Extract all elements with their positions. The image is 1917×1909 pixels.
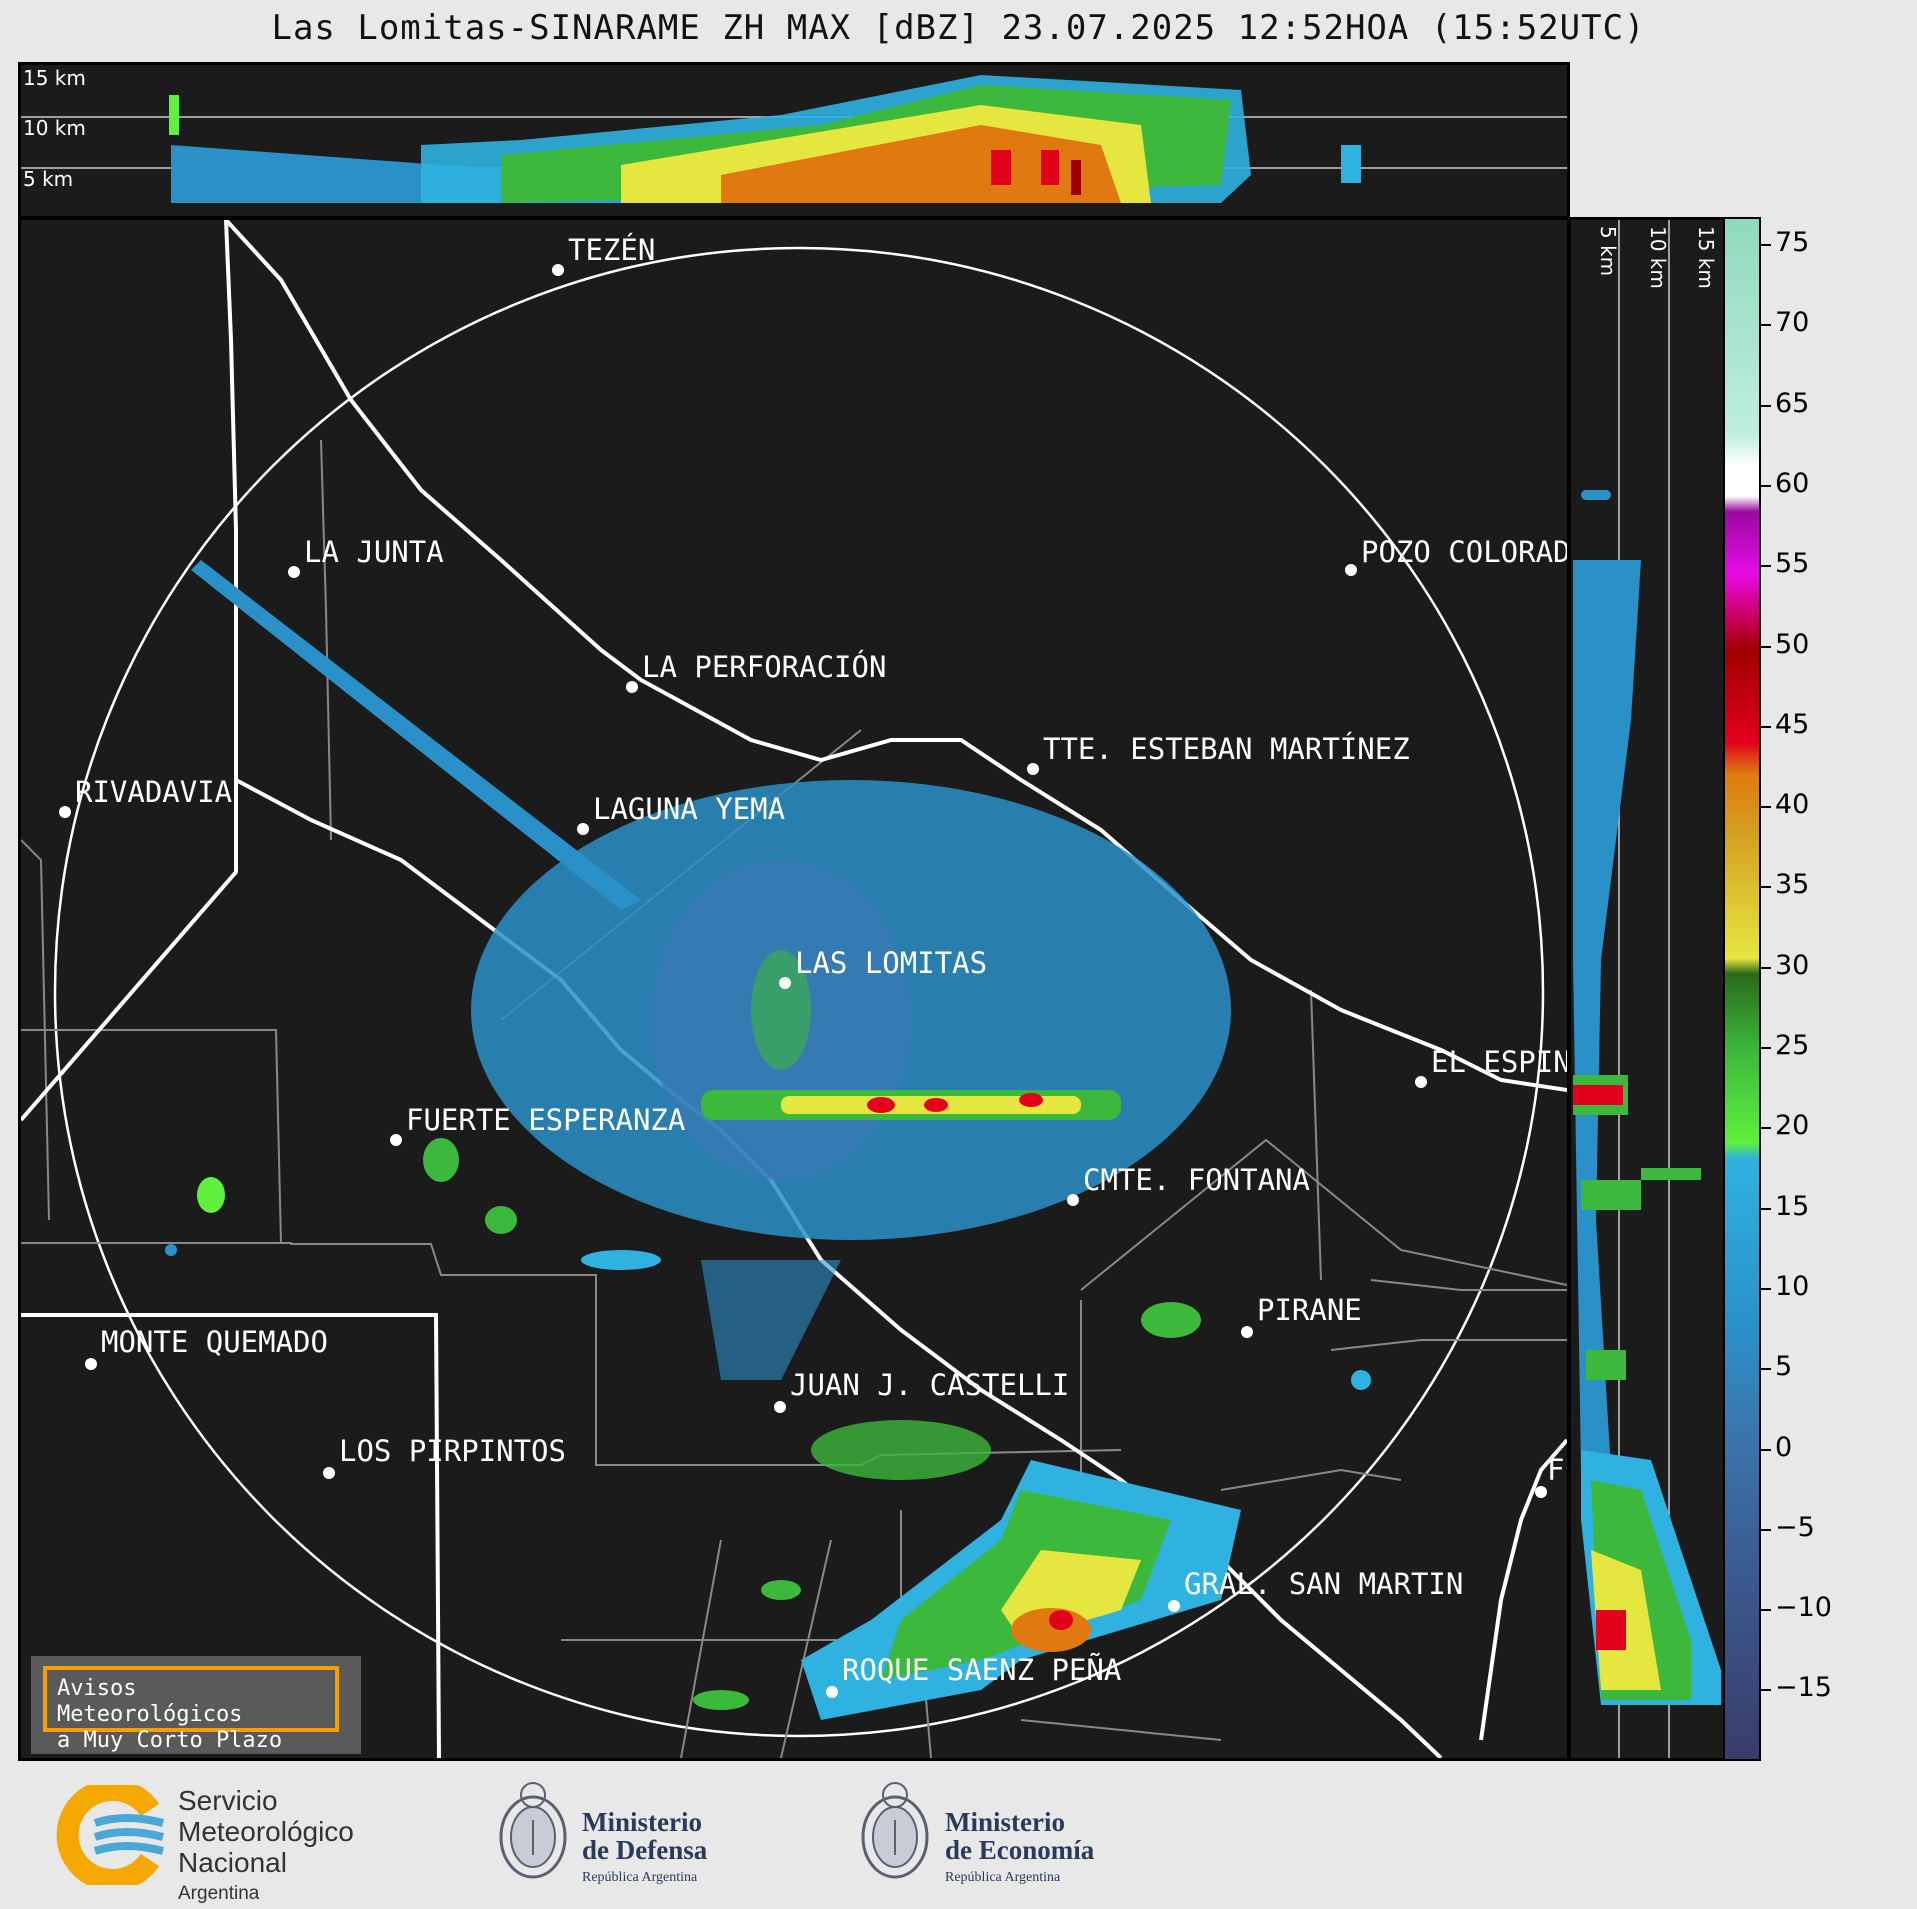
right-height-profile-panel: 5 km 10 km 15 km bbox=[1568, 217, 1726, 1761]
place-roque-saenz-pena: ROQUE SAENZ PEÑA bbox=[842, 1653, 1121, 1687]
place-gral-san-martin: GRAL. SAN MARTIN bbox=[1184, 1567, 1463, 1601]
colorbar-tick-label: −10 bbox=[1775, 1592, 1832, 1624]
place-laguna-yema: LAGUNA YEMA bbox=[593, 792, 785, 826]
place-tezen: TEZÉN bbox=[568, 233, 655, 267]
colorbar-tick-label: 0 bbox=[1775, 1431, 1793, 1463]
right-profile-graphic: 5 km 10 km 15 km bbox=[1573, 220, 1721, 1758]
colorbar-tick bbox=[1761, 1368, 1771, 1371]
smn-logo-icon bbox=[56, 1785, 165, 1885]
place-fuerte-esperanza: FUERTE ESPERANZA bbox=[406, 1103, 685, 1137]
radar-echoes bbox=[165, 560, 1371, 1720]
colorbar-tick bbox=[1761, 1528, 1771, 1531]
colorbar-tick-label: −5 bbox=[1775, 1511, 1815, 1543]
coat-of-arms-icon bbox=[861, 1782, 929, 1879]
alert-line-1: Avisos Meteorológicos bbox=[57, 1676, 243, 1727]
radar-map-graphic: TEZÉN LA JUNTA POZO COLORAD LA PERFORACI… bbox=[21, 220, 1567, 1758]
place-monte-quemado: MONTE QUEMADO bbox=[101, 1325, 328, 1359]
radar-map-panel[interactable]: TEZÉN LA JUNTA POZO COLORAD LA PERFORACI… bbox=[18, 217, 1570, 1761]
alert-link[interactable]: Avisos Meteorológicos a Muy Corto Plazo bbox=[43, 1666, 339, 1753]
department-boundaries bbox=[21, 439, 1567, 1758]
colorbar-tick bbox=[1761, 324, 1771, 327]
alert-line-2: a Muy Corto Plazo bbox=[57, 1728, 283, 1753]
colorbar-tick bbox=[1761, 806, 1771, 809]
alert-box[interactable]: Avisos Meteorológicos a Muy Corto Plazo bbox=[31, 1656, 361, 1754]
colorbar-tick bbox=[1761, 1047, 1771, 1049]
colorbar-tick-label: 60 bbox=[1775, 467, 1810, 499]
colorbar-tick-label: −15 bbox=[1775, 1672, 1832, 1704]
colorbar-tick bbox=[1761, 565, 1771, 568]
colorbar-tick-label: 20 bbox=[1775, 1110, 1810, 1142]
colorbar-tick-label: 30 bbox=[1775, 949, 1810, 981]
place-la-junta: LA JUNTA bbox=[304, 535, 444, 569]
colorbar-tick-label: 10 bbox=[1775, 1270, 1810, 1302]
place-pozo-colorado: POZO COLORAD bbox=[1361, 535, 1567, 569]
height-label-15km: 15 km bbox=[23, 66, 86, 90]
range-ring bbox=[53, 246, 1545, 1738]
place-los-pirpintos: LOS PIRPINTOS bbox=[339, 1434, 566, 1468]
height-label-15km-right: 15 km bbox=[1694, 226, 1718, 289]
colorbar-tick bbox=[1761, 484, 1771, 487]
colorbar-tick bbox=[1761, 404, 1771, 407]
colorbar-tick bbox=[1761, 725, 1771, 728]
top-profile-graphic: 15 km 10 km 5 km bbox=[21, 66, 1567, 203]
height-label-5km-right: 5 km bbox=[1596, 226, 1620, 276]
place-formosa: F bbox=[1547, 1453, 1564, 1487]
place-rivadavia: RIVADAVIA bbox=[75, 775, 232, 809]
colorbar-tick-label: 45 bbox=[1775, 708, 1810, 740]
colorbar-tick-label: 50 bbox=[1775, 628, 1810, 660]
colorbar-tick-label: 25 bbox=[1775, 1030, 1810, 1061]
colorbar-tick-label: 55 bbox=[1775, 548, 1810, 580]
colorbar-tick-label: 40 bbox=[1775, 789, 1810, 821]
colorbar-tick bbox=[1761, 1448, 1771, 1451]
colorbar bbox=[1723, 217, 1761, 1761]
colorbar-tick-label: 35 bbox=[1775, 869, 1810, 901]
colorbar-tick bbox=[1761, 1689, 1771, 1692]
colorbar-tick bbox=[1761, 645, 1771, 648]
place-markers: TEZÉN LA JUNTA POZO COLORAD LA PERFORACI… bbox=[59, 233, 1567, 1698]
colorbar-tick bbox=[1761, 1207, 1771, 1210]
ministerio-economia-name: Ministerio de Economía República Argenti… bbox=[945, 1807, 1095, 1885]
colorbar-tick-label: 70 bbox=[1775, 307, 1810, 339]
place-pirane: PIRANE bbox=[1257, 1293, 1362, 1327]
top-height-profile-panel: 15 km 10 km 5 km bbox=[18, 62, 1570, 219]
coat-of-arms-icon bbox=[499, 1782, 567, 1879]
colorbar-tick-label: 75 bbox=[1775, 227, 1810, 258]
colorbar-tick-label: 5 bbox=[1775, 1351, 1793, 1383]
colorbar-tick bbox=[1761, 1287, 1771, 1290]
colorbar-tick-label: 15 bbox=[1775, 1190, 1810, 1222]
place-cmte-fontana: CMTE. FONTANA bbox=[1083, 1163, 1310, 1197]
colorbar-tick bbox=[1761, 886, 1771, 889]
colorbar-tick bbox=[1761, 1609, 1771, 1612]
ministerio-defensa-name: Ministerio de Defensa República Argentin… bbox=[582, 1807, 708, 1885]
colorbar-tick bbox=[1761, 244, 1771, 246]
place-la-perforacion: LA PERFORACIÓN bbox=[642, 650, 886, 684]
colorbar-tick-label: 65 bbox=[1775, 387, 1810, 419]
height-label-5km: 5 km bbox=[23, 167, 73, 191]
map-title: Las Lomitas-SINARAME ZH MAX [dBZ] 23.07.… bbox=[271, 8, 1646, 48]
height-label-10km: 10 km bbox=[23, 116, 86, 140]
colorbar-tick bbox=[1761, 966, 1771, 969]
place-el-espinillo: EL ESPIN bbox=[1431, 1045, 1567, 1079]
place-las-lomitas: LAS LOMITAS bbox=[795, 946, 987, 980]
place-juan-j-castelli: JUAN J. CASTELLI bbox=[790, 1368, 1069, 1402]
place-tte-esteban-martinez: TTE. ESTEBAN MARTÍNEZ bbox=[1043, 732, 1410, 766]
smn-name: Servicio Meteorológico Nacional Argentin… bbox=[178, 1785, 354, 1904]
height-label-10km-right: 10 km bbox=[1646, 226, 1670, 289]
colorbar-tick bbox=[1761, 1127, 1771, 1130]
